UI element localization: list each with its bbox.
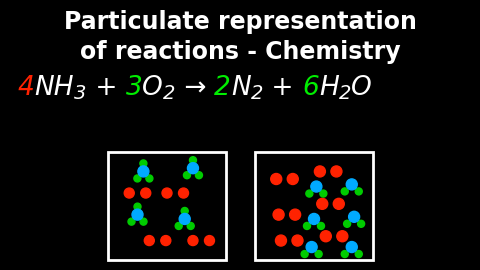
Circle shape: [190, 157, 196, 164]
Circle shape: [314, 166, 325, 177]
Circle shape: [315, 251, 322, 258]
Text: →: →: [176, 75, 215, 101]
Circle shape: [320, 231, 331, 242]
Circle shape: [337, 231, 348, 242]
Text: O: O: [143, 75, 163, 101]
Circle shape: [341, 188, 348, 195]
Text: +: +: [263, 75, 302, 101]
Circle shape: [181, 207, 188, 214]
Circle shape: [346, 179, 357, 190]
Circle shape: [188, 163, 198, 174]
Circle shape: [358, 220, 365, 227]
Circle shape: [140, 218, 147, 225]
Circle shape: [161, 235, 171, 245]
Circle shape: [320, 190, 327, 197]
Text: O: O: [351, 75, 372, 101]
Circle shape: [292, 235, 303, 246]
Circle shape: [355, 188, 362, 195]
Circle shape: [138, 166, 149, 177]
Circle shape: [134, 203, 141, 210]
Circle shape: [204, 235, 215, 245]
Circle shape: [289, 209, 300, 220]
Circle shape: [132, 209, 143, 220]
Circle shape: [187, 222, 194, 230]
Circle shape: [124, 188, 134, 198]
Circle shape: [273, 209, 284, 220]
Circle shape: [134, 175, 141, 182]
Circle shape: [183, 172, 191, 179]
Circle shape: [128, 218, 135, 225]
Circle shape: [195, 172, 203, 179]
Text: 2: 2: [163, 84, 176, 103]
Circle shape: [179, 188, 189, 198]
Circle shape: [348, 211, 360, 222]
Circle shape: [140, 160, 147, 167]
Circle shape: [306, 190, 313, 197]
Text: Particulate representation: Particulate representation: [63, 10, 417, 34]
Circle shape: [317, 222, 324, 230]
Circle shape: [303, 222, 311, 230]
Circle shape: [141, 188, 151, 198]
Circle shape: [306, 242, 317, 252]
Text: +: +: [87, 75, 126, 101]
Text: NH: NH: [35, 75, 74, 101]
Text: 4: 4: [18, 75, 35, 101]
Circle shape: [179, 214, 190, 224]
Circle shape: [271, 174, 282, 184]
Circle shape: [309, 214, 320, 224]
Circle shape: [287, 174, 298, 184]
Text: of reactions - Chemistry: of reactions - Chemistry: [80, 40, 400, 64]
Text: 3: 3: [126, 75, 143, 101]
Text: H: H: [319, 75, 339, 101]
Circle shape: [317, 198, 328, 209]
Bar: [255, 152, 373, 260]
Circle shape: [175, 222, 182, 230]
Text: 3: 3: [74, 84, 87, 103]
Circle shape: [331, 166, 342, 177]
Circle shape: [188, 235, 198, 245]
Bar: [108, 152, 226, 260]
Circle shape: [346, 242, 357, 252]
Circle shape: [146, 175, 153, 182]
Circle shape: [144, 235, 154, 245]
Circle shape: [276, 235, 287, 246]
Circle shape: [162, 188, 172, 198]
Text: 2: 2: [215, 75, 231, 101]
Text: N: N: [231, 75, 251, 101]
Circle shape: [355, 251, 362, 258]
Circle shape: [333, 198, 344, 209]
Circle shape: [311, 181, 322, 192]
Text: 6: 6: [302, 75, 319, 101]
Text: 2: 2: [251, 84, 263, 103]
Circle shape: [344, 220, 350, 227]
Text: 2: 2: [339, 84, 351, 103]
Circle shape: [341, 251, 348, 258]
Circle shape: [301, 251, 308, 258]
